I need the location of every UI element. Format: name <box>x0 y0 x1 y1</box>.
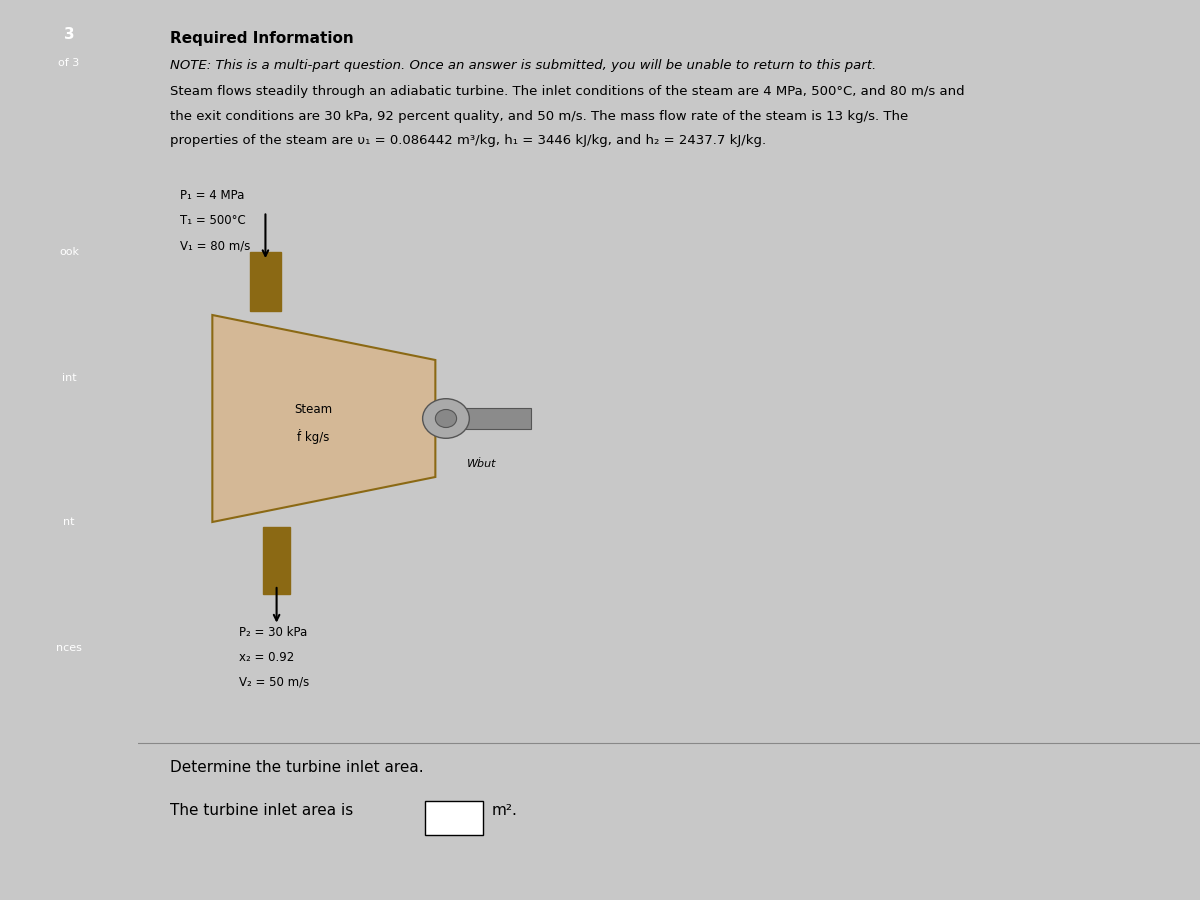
Text: of 3: of 3 <box>59 58 79 68</box>
Text: The turbine inlet area is: The turbine inlet area is <box>170 803 353 818</box>
Text: Steam: Steam <box>294 403 332 416</box>
Text: T₁ = 500°C: T₁ = 500°C <box>180 214 246 227</box>
Bar <box>250 252 281 310</box>
Text: the exit conditions are 30 kPa, 92 percent quality, and 50 m/s. The mass flow ra: the exit conditions are 30 kPa, 92 perce… <box>170 110 908 122</box>
Text: m².: m². <box>492 803 517 818</box>
Text: properties of the steam are υ₁ = 0.086442 m³/kg, h₁ = 3446 kJ/kg, and h₂ = 2437.: properties of the steam are υ₁ = 0.08644… <box>170 134 766 147</box>
Text: V₂ = 50 m/s: V₂ = 50 m/s <box>239 676 310 688</box>
Text: int: int <box>61 373 77 383</box>
Bar <box>436 408 530 429</box>
Text: Required Information: Required Information <box>170 32 354 47</box>
Bar <box>425 801 484 835</box>
Text: Wḃut: Wḃut <box>467 459 497 469</box>
Bar <box>263 526 290 594</box>
Text: ḟ kg/s: ḟ kg/s <box>298 429 330 444</box>
Text: nces: nces <box>56 643 82 653</box>
Text: 3: 3 <box>64 27 74 42</box>
Polygon shape <box>212 315 436 522</box>
Circle shape <box>436 410 457 427</box>
Text: x₂ = 0.92: x₂ = 0.92 <box>239 651 294 663</box>
Text: Determine the turbine inlet area.: Determine the turbine inlet area. <box>170 760 424 776</box>
Text: ook: ook <box>59 247 79 257</box>
Text: nt: nt <box>64 517 74 527</box>
Circle shape <box>422 399 469 438</box>
Text: Steam flows steadily through an adiabatic turbine. The inlet conditions of the s: Steam flows steadily through an adiabati… <box>170 86 965 98</box>
Text: NOTE: This is a multi-part question. Once an answer is submitted, you will be un: NOTE: This is a multi-part question. Onc… <box>170 58 876 71</box>
Text: V₁ = 80 m/s: V₁ = 80 m/s <box>180 239 251 252</box>
Text: P₁ = 4 MPa: P₁ = 4 MPa <box>180 189 245 202</box>
Text: P₂ = 30 kPa: P₂ = 30 kPa <box>239 626 307 638</box>
